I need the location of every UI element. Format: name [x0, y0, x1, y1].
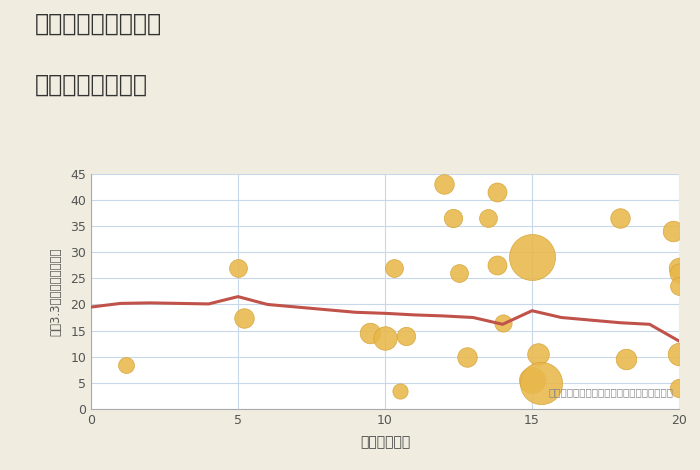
Text: 埼玉県久喜市青葉の: 埼玉県久喜市青葉の	[35, 12, 162, 36]
Point	[615, 214, 626, 222]
Point	[462, 353, 473, 360]
Point	[447, 214, 458, 222]
Point	[120, 361, 132, 368]
Point	[526, 254, 538, 261]
Point	[497, 319, 508, 327]
Point	[491, 261, 503, 269]
Point	[482, 214, 493, 222]
Point	[673, 384, 685, 392]
Point	[238, 314, 249, 321]
Text: 円の大きさは、取引のあった物件面積を示す: 円の大きさは、取引のあった物件面積を示す	[548, 387, 673, 397]
Point	[394, 387, 405, 394]
Point	[673, 264, 685, 272]
Point	[536, 379, 547, 386]
Point	[379, 335, 391, 342]
X-axis label: 駅距離（分）: 駅距離（分）	[360, 435, 410, 449]
Point	[620, 355, 631, 363]
Point	[365, 329, 376, 337]
Point	[232, 264, 244, 272]
Point	[389, 264, 400, 272]
Point	[400, 332, 411, 339]
Point	[673, 282, 685, 290]
Point	[491, 188, 503, 196]
Text: 駅距離別土地価格: 駅距離別土地価格	[35, 73, 148, 97]
Point	[453, 269, 464, 277]
Point	[668, 227, 679, 235]
Point	[526, 376, 538, 384]
Y-axis label: 坪（3.3㎡）単価（万円）: 坪（3.3㎡）単価（万円）	[49, 247, 62, 336]
Point	[438, 180, 449, 188]
Point	[673, 350, 685, 358]
Point	[673, 269, 685, 277]
Point	[532, 350, 543, 358]
